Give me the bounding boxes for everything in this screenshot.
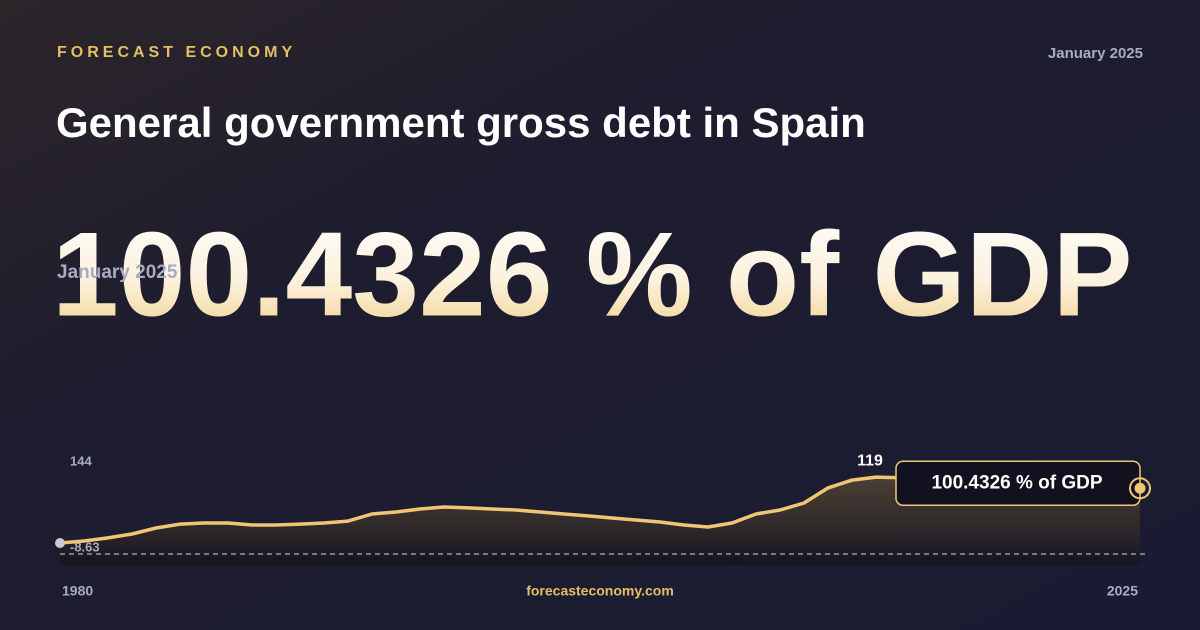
x-tick-label: 2025 (1107, 583, 1138, 599)
headline-date: January 2025 (57, 262, 178, 283)
y-tick-label: 144 (70, 453, 92, 468)
end-halo (1129, 477, 1151, 500)
title: General government gross debt in Spain (56, 99, 866, 146)
end-point (1134, 482, 1146, 494)
x-tick-label: 1980 (62, 583, 93, 599)
area (60, 477, 1140, 565)
start-point (55, 538, 65, 549)
footer: forecasteconomy.com (526, 583, 674, 599)
date: January 2025 (1048, 45, 1143, 62)
brand: FORECAST ECONOMY (57, 44, 296, 61)
headline-value: 100.4326 % of GDP (52, 208, 1133, 342)
tooltip-text: 100.4326 % of GDP (931, 472, 1102, 493)
peak-label: 119 (857, 452, 883, 469)
